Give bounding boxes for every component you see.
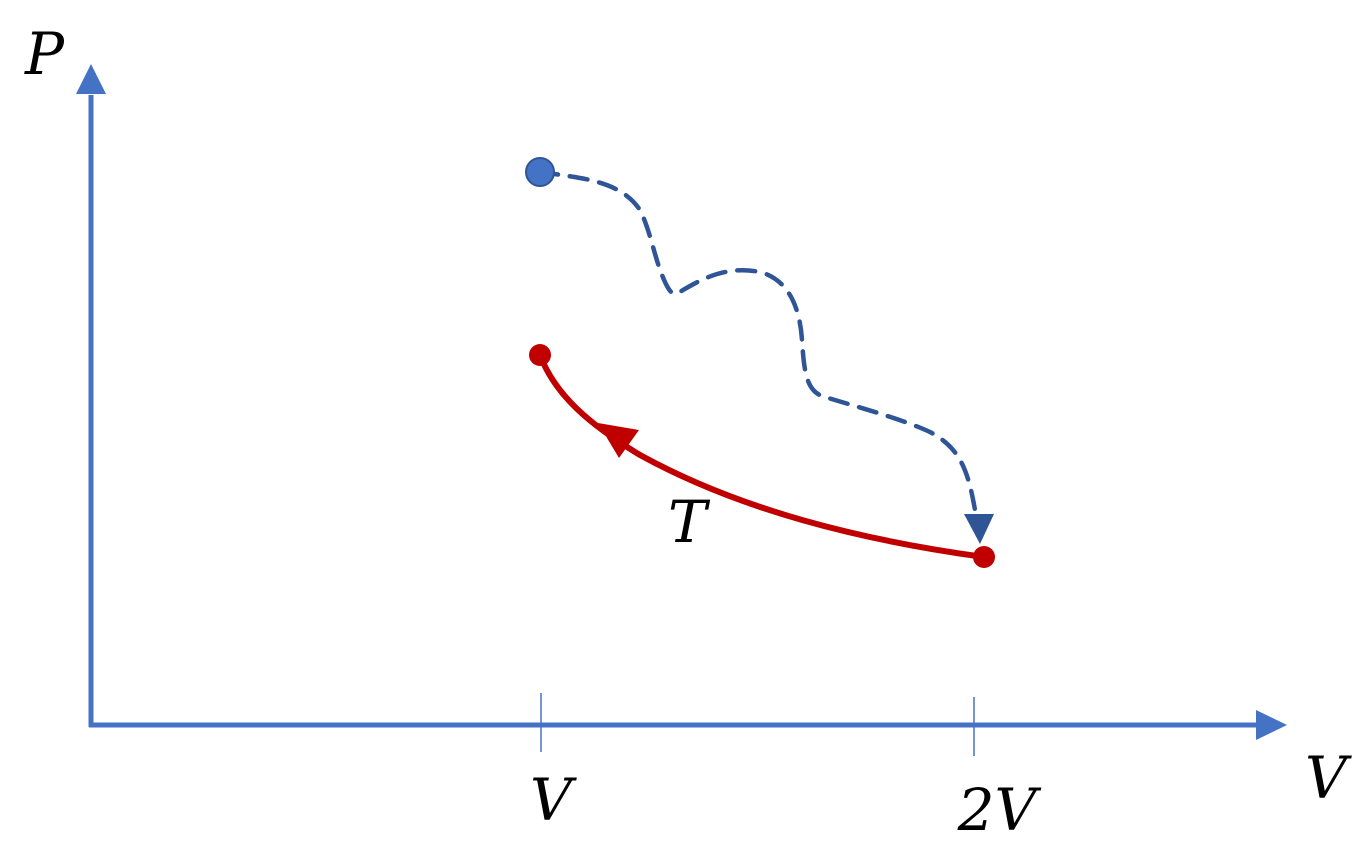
- isotherm-process-arrowhead: [598, 423, 639, 458]
- irreversible-process-path: [537, 169, 978, 513]
- pressure-axis-label: P: [24, 20, 65, 88]
- irreversible-process-arrowhead: [964, 514, 994, 544]
- isotherm-label: T: [668, 488, 711, 556]
- tick-label-2v: 2V: [957, 776, 1042, 844]
- volume-axis-arrowhead: [1256, 710, 1287, 740]
- pressure-axis-arrowhead: [76, 64, 106, 94]
- isotherm-end-point: [973, 546, 995, 568]
- tick-label-v: V: [530, 766, 577, 834]
- isotherm-process-path: [537, 352, 987, 560]
- volume-axis-label: V: [1305, 744, 1352, 812]
- initial-state-point: [525, 157, 555, 187]
- isotherm-start-point: [529, 344, 551, 366]
